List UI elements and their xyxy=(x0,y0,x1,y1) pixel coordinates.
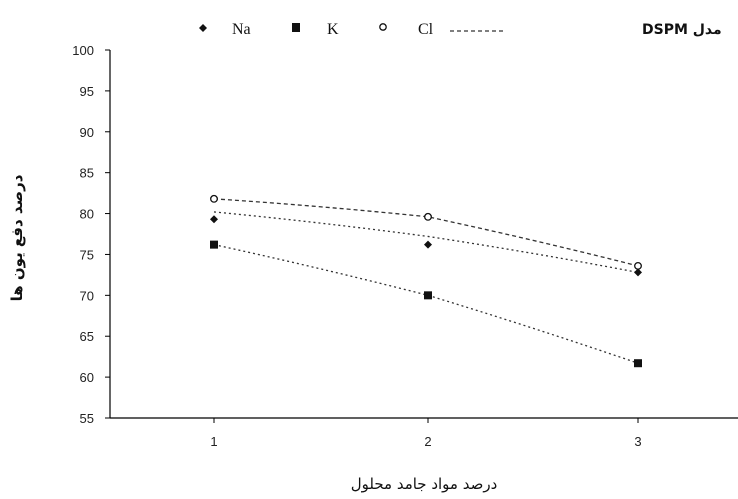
legend-na-label: Na xyxy=(232,21,251,38)
legend: Na K Cl مدل DSPM xyxy=(199,21,722,38)
point-na xyxy=(424,240,432,249)
y-tick-label: 60 xyxy=(80,370,94,385)
x-tick-label: 1 xyxy=(210,434,217,449)
model-line-na xyxy=(213,211,639,274)
point-k xyxy=(634,359,642,368)
point-k xyxy=(424,291,432,300)
y-tick-label: 75 xyxy=(80,247,94,262)
y-tick-label: 85 xyxy=(80,166,94,181)
y-axis-ticks: 55 60 65 70 75 80 85 90 95 100 xyxy=(72,43,110,426)
model-line-k xyxy=(213,243,639,364)
model-lines xyxy=(213,198,639,364)
x-axis-title: درصد مواد جامد محلول xyxy=(351,475,498,493)
legend-k-label: K xyxy=(327,21,339,38)
x-axis-ticks: 1 2 3 xyxy=(210,418,642,449)
model-line-cl xyxy=(213,198,639,267)
data-markers xyxy=(210,194,642,368)
point-k xyxy=(210,240,218,249)
point-na xyxy=(210,215,218,224)
legend-cl-label: Cl xyxy=(418,21,434,38)
legend-k-marker xyxy=(292,23,300,32)
y-tick-label: 95 xyxy=(80,84,94,99)
y-tick-label: 90 xyxy=(80,125,94,140)
legend-na-marker xyxy=(199,24,207,32)
legend-cl-marker xyxy=(379,23,387,31)
y-tick-label: 100 xyxy=(72,43,94,58)
legend-model-label: مدل DSPM xyxy=(642,22,722,38)
y-tick-label: 80 xyxy=(80,207,94,222)
y-tick-label: 65 xyxy=(80,329,94,344)
y-axis-title: درصد دفع یون ها xyxy=(8,174,26,301)
point-cl xyxy=(210,194,218,203)
y-tick-label: 55 xyxy=(80,411,94,426)
point-na xyxy=(634,268,642,277)
x-tick-label: 3 xyxy=(634,434,641,449)
point-cl xyxy=(424,212,432,221)
y-tick-label: 70 xyxy=(80,288,94,303)
x-tick-label: 2 xyxy=(424,434,431,449)
point-cl xyxy=(634,261,642,270)
